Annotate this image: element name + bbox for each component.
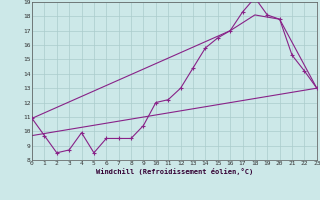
X-axis label: Windchill (Refroidissement éolien,°C): Windchill (Refroidissement éolien,°C) [96,168,253,175]
